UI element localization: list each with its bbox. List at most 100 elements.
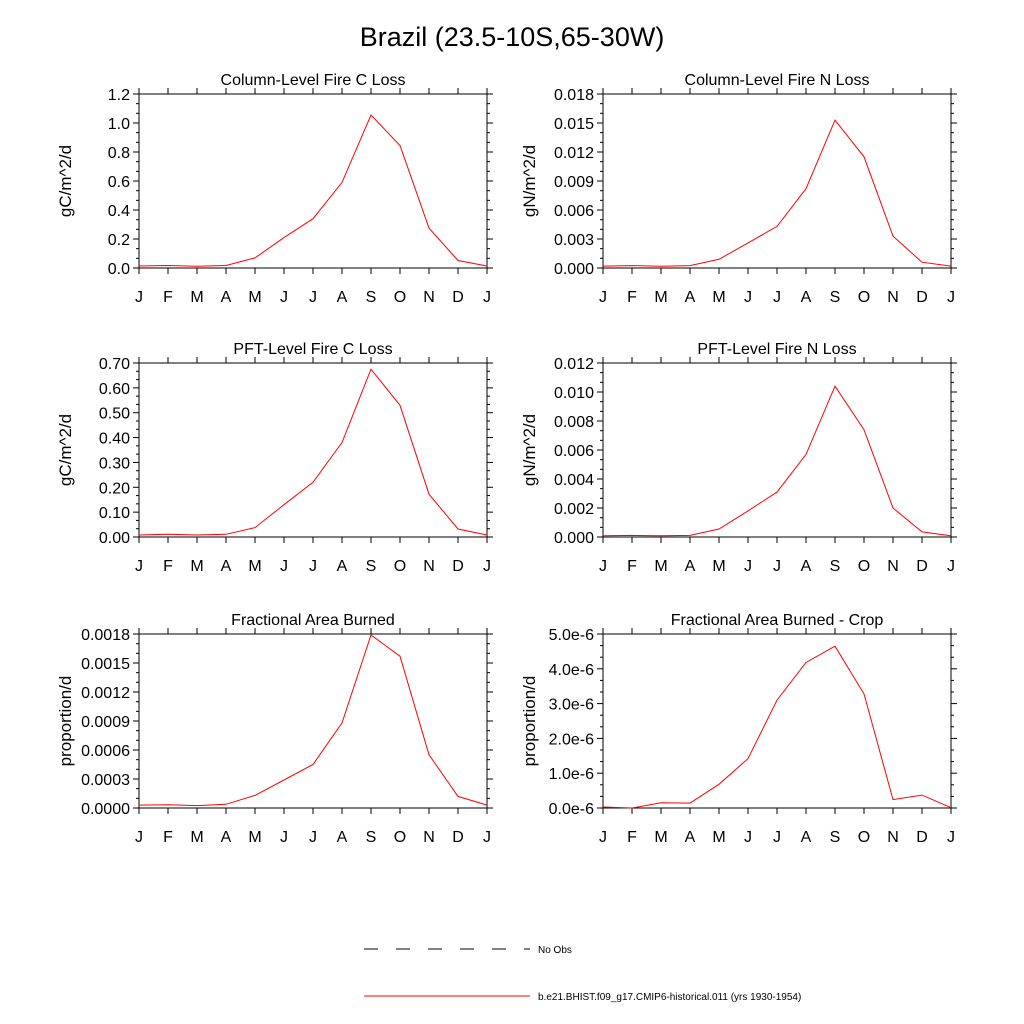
- y-tick-label: 0.002: [554, 501, 594, 518]
- series-line: [602, 119, 952, 267]
- x-tick-label: F: [627, 289, 637, 306]
- data-point: [283, 779, 285, 781]
- y-axis-label: gN/m^2/d: [520, 145, 539, 217]
- data-point: [776, 699, 778, 701]
- x-tick-label: J: [599, 289, 607, 306]
- data-point: [892, 799, 894, 801]
- x-tick-label: F: [627, 829, 637, 846]
- data-point: [950, 265, 952, 267]
- x-tick-label: A: [685, 829, 696, 846]
- data-point: [312, 764, 314, 766]
- data-point: [399, 404, 401, 406]
- y-tick-label: 0.40: [99, 431, 130, 448]
- data-point: [254, 794, 256, 796]
- data-point: [718, 528, 720, 530]
- x-tick-label: D: [916, 558, 928, 575]
- panel-title: Column-Level Fire N Loss: [685, 72, 870, 89]
- y-tick-label: 1.0: [108, 116, 130, 133]
- data-point: [631, 265, 633, 267]
- x-tick-label: A: [801, 558, 812, 575]
- data-point: [370, 368, 372, 370]
- y-tick-label: 0.010: [554, 385, 594, 402]
- y-tick-label: 0.006: [554, 203, 594, 220]
- x-tick-label: D: [916, 829, 928, 846]
- plot-frame: [138, 93, 488, 269]
- y-tick-label: 0.018: [554, 87, 594, 104]
- x-tick-label: M: [712, 289, 725, 306]
- y-tick-label: 0.6: [108, 174, 130, 191]
- x-tick-label: J: [309, 558, 317, 575]
- x-tick-label: M: [248, 829, 261, 846]
- x-tick-label: A: [801, 289, 812, 306]
- chart-panel-3: PFT-Level Fire C Loss 0.00 0.10 0.20 0.30 0.4…: [56, 341, 493, 575]
- y-axis-label: proportion/d: [56, 676, 75, 767]
- y-tick-label: 0.0006: [81, 743, 130, 760]
- data-point: [428, 493, 430, 495]
- x-tick-label: M: [712, 829, 725, 846]
- series-line: [138, 634, 488, 807]
- data-point: [689, 534, 691, 536]
- y-tick-label: 0.0012: [81, 685, 130, 702]
- x-tick-label: S: [830, 829, 841, 846]
- x-tick-label: O: [394, 558, 406, 575]
- x-tick-label: M: [712, 558, 725, 575]
- data-point: [486, 265, 488, 267]
- x-tick-label: D: [452, 558, 464, 575]
- x-tick-label: J: [947, 289, 955, 306]
- panel-title: Fractional Area Burned - Crop: [671, 612, 884, 629]
- x-tick-label: A: [801, 829, 812, 846]
- data-point: [718, 783, 720, 785]
- x-tick-label: S: [366, 289, 377, 306]
- x-tick-label: J: [280, 289, 288, 306]
- y-tick-label: 0.004: [554, 472, 594, 489]
- y-tick-label: 0.003: [554, 232, 594, 249]
- plot-frame: [138, 362, 488, 538]
- data-point: [834, 385, 836, 387]
- x-tick-label: J: [309, 829, 317, 846]
- x-tick-label: A: [337, 558, 348, 575]
- x-tick-label: A: [685, 558, 696, 575]
- data-point: [602, 806, 604, 808]
- x-tick-label: M: [190, 829, 203, 846]
- x-tick-label: J: [599, 829, 607, 846]
- x-tick-label: N: [887, 289, 899, 306]
- y-tick-label: 0.0009: [81, 714, 130, 731]
- x-tick-label: A: [685, 289, 696, 306]
- data-point: [892, 507, 894, 509]
- data-point: [138, 804, 140, 806]
- data-point: [921, 531, 923, 533]
- data-point: [341, 722, 343, 724]
- legend-model-label: b.e21.BHIST.f09_g17.CMIP6-historical.011…: [538, 992, 801, 1003]
- y-tick-label: 0.0018: [81, 627, 130, 644]
- x-tick-label: M: [248, 289, 261, 306]
- x-tick-label: J: [483, 289, 491, 306]
- y-tick-label: 0.008: [554, 414, 594, 431]
- y-tick-label: 0.00: [99, 530, 130, 547]
- data-point: [428, 227, 430, 229]
- x-tick-label: F: [163, 558, 173, 575]
- data-point: [399, 655, 401, 657]
- page-title: Brazil (23.5-10S,65-30W): [359, 22, 665, 52]
- y-tick-label: 1.0e-6: [549, 766, 594, 783]
- chart-panel-6: Fractional Area Burned - Crop 0.0e-6 1.0e-…: [520, 612, 957, 846]
- x-tick-label: N: [887, 829, 899, 846]
- x-tick-label: O: [858, 558, 870, 575]
- x-tick-label: N: [423, 558, 435, 575]
- y-tick-label: 0.000: [554, 261, 594, 278]
- data-point: [428, 754, 430, 756]
- series-line: [138, 368, 488, 536]
- data-point: [950, 807, 952, 809]
- data-point: [776, 491, 778, 493]
- series-line: [138, 114, 488, 267]
- x-tick-label: F: [627, 558, 637, 575]
- x-tick-label: J: [483, 829, 491, 846]
- x-tick-label: M: [190, 289, 203, 306]
- data-point: [689, 802, 691, 804]
- x-tick-label: M: [248, 558, 261, 575]
- x-tick-label: J: [744, 558, 752, 575]
- y-tick-label: 0.000: [554, 530, 594, 547]
- y-tick-label: 0.009: [554, 174, 594, 191]
- y-tick-label: 0.0: [108, 261, 130, 278]
- y-tick-label: 0.0e-6: [549, 801, 594, 818]
